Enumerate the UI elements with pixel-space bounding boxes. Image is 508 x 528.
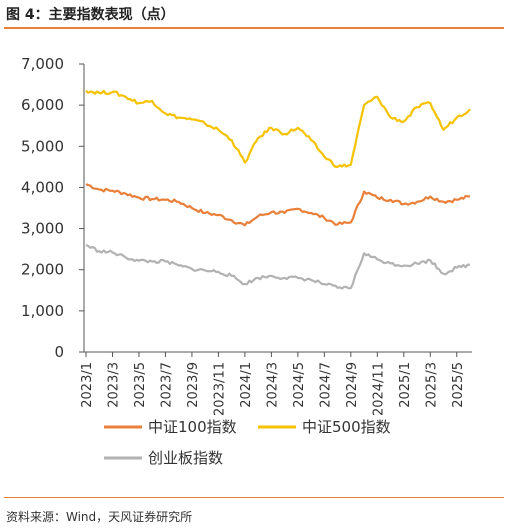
x-tick-label: 2024/3 (265, 362, 280, 408)
y-tick-label: 4,000 (21, 178, 64, 196)
y-tick-label: 0 (54, 343, 64, 361)
x-tick-label: 2023/5 (133, 362, 148, 408)
plot-area (85, 89, 471, 290)
title-divider (4, 27, 504, 29)
x-tick-label: 2024/7 (318, 362, 333, 408)
legend-label: 创业板指数 (148, 449, 223, 467)
chart-title: 图 4：主要指数表现（点） (6, 7, 175, 23)
y-tick-label: 2,000 (21, 261, 64, 279)
x-tick-label: 2023/3 (106, 362, 121, 408)
source-divider (4, 497, 504, 498)
x-tick-label: 2025/1 (398, 362, 413, 408)
y-tick-label: 6,000 (21, 96, 64, 114)
x-tick-label: 2023/1 (80, 362, 95, 408)
series-line (85, 89, 471, 168)
x-tick-label: 2024/5 (292, 362, 307, 408)
x-tick-label: 2024/9 (345, 362, 360, 408)
x-tick-label: 2025/3 (424, 362, 439, 408)
series-line (85, 243, 471, 290)
y-tick-label: 3,000 (21, 220, 64, 238)
x-tick-label: 2023/7 (159, 362, 174, 408)
y-tick-label: 1,000 (21, 302, 64, 320)
x-tick-label: 2023/9 (186, 362, 201, 408)
y-tick-label: 5,000 (21, 137, 64, 155)
line-chart: 7,000 6,000 5,000 4,000 3,000 2,000 1,000 0 202… (21, 55, 472, 467)
series-line (85, 183, 471, 227)
legend-label: 中证500指数 (302, 418, 391, 436)
x-tick-label: 2023/11 (212, 362, 227, 416)
legend-label: 中证100指数 (148, 418, 237, 436)
x-tick-label: 2025/5 (451, 362, 466, 408)
x-axis: 2023/1 2023/3 2023/5 2023/7 2023/9 2023/11 202… (80, 351, 472, 416)
x-tick-label: 2024/11 (371, 362, 386, 416)
y-axis: 7,000 6,000 5,000 4,000 3,000 2,000 1,000 0 (21, 55, 85, 361)
y-tick-label: 7,000 (21, 55, 64, 73)
x-tick-label: 2024/1 (239, 362, 254, 408)
source-note: 资料来源：Wind，天风证券研究所 (6, 510, 193, 524)
